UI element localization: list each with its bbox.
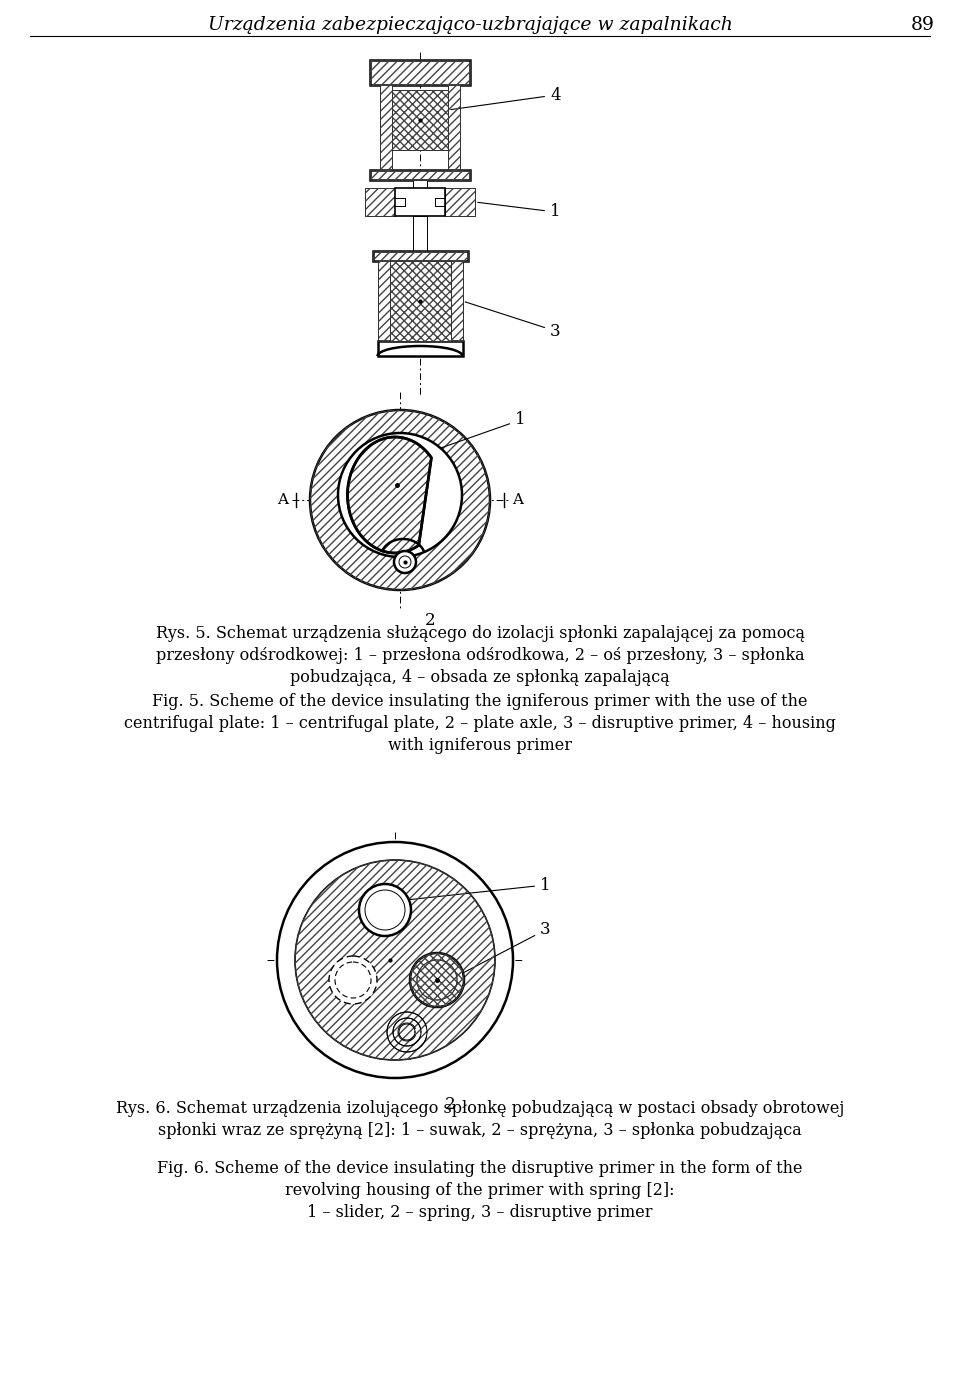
Text: 2: 2 [424,613,435,629]
Circle shape [295,859,495,1060]
Circle shape [365,890,405,930]
Circle shape [394,552,416,572]
Bar [390,261,450,341]
Bar [413,216,427,256]
Bar [445,188,475,216]
Bar [370,60,470,85]
Bar [372,251,468,261]
Text: Fig. 5. Scheme of the device insulating the igniferous primer with the use of th: Fig. 5. Scheme of the device insulating … [124,693,836,754]
Text: 1: 1 [409,876,551,900]
Bar [377,261,390,341]
Text: Fig. 6. Scheme of the device insulating the disruptive primer in the form of the: Fig. 6. Scheme of the device insulating … [157,1160,803,1221]
Bar [377,341,463,356]
Text: A: A [277,493,288,507]
Bar [395,188,445,216]
Text: 3: 3 [466,302,561,340]
Bar [448,85,460,170]
Text: 2: 2 [444,1096,455,1113]
Bar [380,85,392,170]
Bar [365,188,395,216]
Text: Urządzenia zabezpieczająco-uzbrajające w zapalnikach: Urządzenia zabezpieczająco-uzbrajające w… [207,17,732,35]
Circle shape [310,410,490,590]
Text: A: A [512,493,523,507]
Text: Rys. 6. Schemat urządzenia izolującego spłonkę pobudzającą w postaci obsady obro: Rys. 6. Schemat urządzenia izolującego s… [116,1100,844,1139]
Circle shape [359,884,411,936]
Bar [370,170,470,180]
Bar [370,60,470,85]
Bar [365,188,395,216]
Bar [377,261,390,341]
Circle shape [399,556,411,568]
Circle shape [410,954,464,1008]
Text: 3: 3 [462,922,551,974]
Circle shape [417,960,457,1001]
Text: 1: 1 [438,412,526,449]
Bar [390,261,450,341]
Bar [448,85,460,170]
Bar [413,180,427,188]
Bar [392,90,448,150]
Bar [450,261,463,341]
Circle shape [329,956,377,1003]
Bar [380,85,392,170]
Bar [372,251,468,261]
Polygon shape [348,437,431,553]
Bar [370,170,470,180]
Bar [445,188,475,216]
Text: 1: 1 [478,202,561,220]
Text: 4: 4 [451,86,561,109]
Bar [450,261,463,341]
Text: Rys. 5. Schemat urządzenia służącego do izolacji spłonki zapalającej za pomocą
p: Rys. 5. Schemat urządzenia służącego do … [156,625,804,686]
Circle shape [335,962,371,998]
Circle shape [277,843,513,1078]
Bar [392,90,448,150]
Circle shape [338,432,462,557]
Text: 89: 89 [911,17,935,35]
